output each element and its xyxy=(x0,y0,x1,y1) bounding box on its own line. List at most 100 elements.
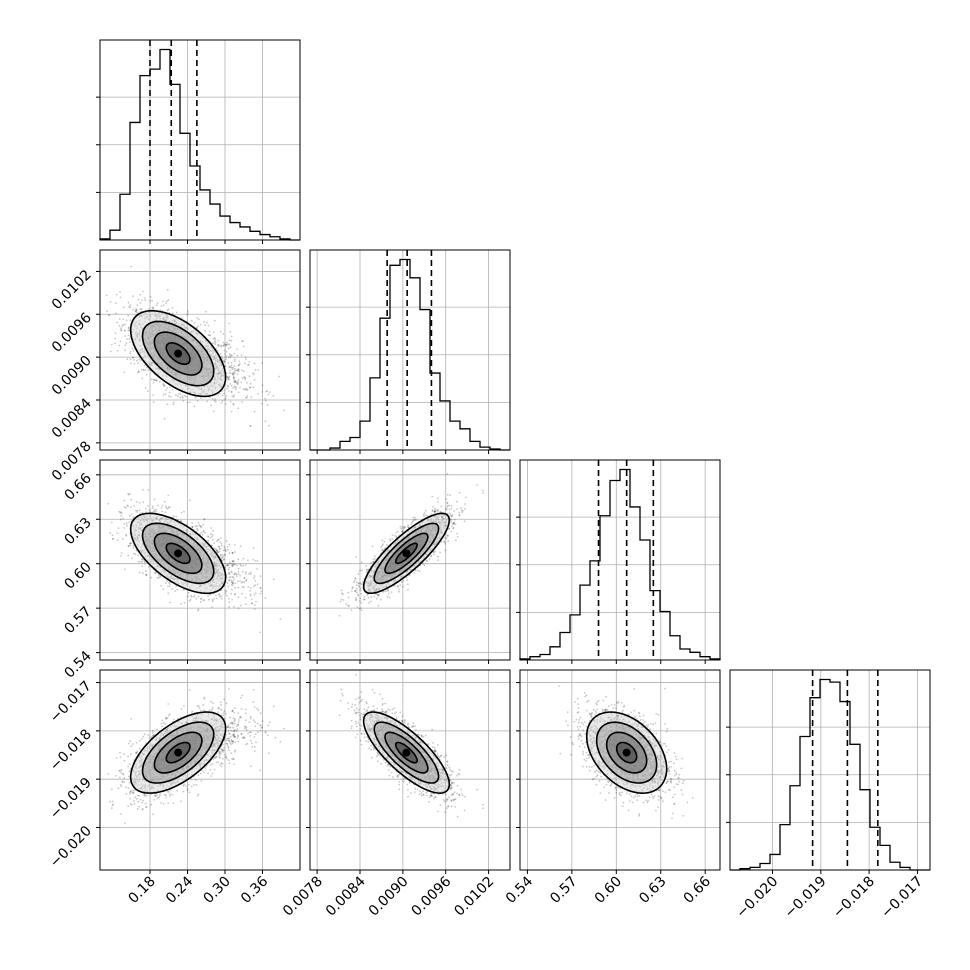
sample-point xyxy=(230,335,233,338)
sample-point xyxy=(227,597,230,600)
sample-point xyxy=(182,399,185,402)
sample-point xyxy=(255,600,257,603)
sample-point xyxy=(114,337,117,340)
sample-point xyxy=(261,384,264,387)
sample-point xyxy=(253,604,256,606)
sample-point xyxy=(143,364,146,367)
sample-point xyxy=(245,381,248,384)
sample-point xyxy=(141,572,144,575)
sample-point xyxy=(210,404,213,407)
sample-point xyxy=(186,401,189,404)
sample-point xyxy=(156,576,159,579)
sample-point xyxy=(239,545,242,548)
sample-point xyxy=(211,600,214,603)
sample-point xyxy=(123,523,126,525)
sample-point xyxy=(140,308,143,311)
sample-point xyxy=(227,572,230,575)
sample-point xyxy=(237,596,240,599)
sample-point xyxy=(217,344,219,347)
sample-point xyxy=(160,584,163,587)
sample-point xyxy=(105,294,108,297)
sample-point xyxy=(244,596,247,599)
sample-point xyxy=(164,393,167,396)
sample-point xyxy=(131,347,134,350)
sample-point xyxy=(136,511,139,513)
sample-point xyxy=(188,499,191,502)
sample-point xyxy=(149,299,152,302)
sample-point xyxy=(162,304,165,307)
sample-point xyxy=(249,571,252,574)
sample-point xyxy=(145,373,148,376)
sample-point xyxy=(228,566,231,569)
sample-point xyxy=(359,589,361,592)
sample-point xyxy=(219,541,222,544)
sample-point xyxy=(239,563,242,566)
sample-point xyxy=(167,585,169,588)
sample-point xyxy=(202,524,205,526)
sample-point xyxy=(171,389,174,391)
sample-point xyxy=(256,560,259,562)
sample-point xyxy=(381,539,384,542)
sample-point xyxy=(228,343,231,346)
sample-point xyxy=(147,488,150,491)
sample-point xyxy=(133,505,136,507)
sample-point xyxy=(215,594,217,597)
sample-point xyxy=(245,571,247,573)
sample-point xyxy=(230,410,233,413)
sample-point xyxy=(159,309,162,311)
sample-point xyxy=(249,425,252,427)
sample-point xyxy=(122,538,124,540)
sample-point xyxy=(127,334,130,337)
sample-point xyxy=(244,564,247,567)
sample-point xyxy=(242,345,245,348)
sample-point xyxy=(189,401,192,404)
sample-point xyxy=(407,588,409,591)
sample-point xyxy=(128,341,131,344)
sample-point xyxy=(129,306,132,309)
sample-point xyxy=(250,602,253,605)
sample-point xyxy=(132,295,134,298)
sample-point xyxy=(225,351,228,353)
sample-point xyxy=(454,523,457,526)
sample-point xyxy=(481,489,484,492)
sample-point xyxy=(224,343,226,345)
sample-point xyxy=(190,594,192,597)
sample-point xyxy=(261,391,264,393)
sample-point xyxy=(247,559,249,562)
sample-point xyxy=(120,329,123,332)
sample-point xyxy=(230,588,233,591)
sample-point xyxy=(147,504,150,507)
sample-point xyxy=(234,386,237,388)
sample-point xyxy=(253,575,256,577)
sample-point xyxy=(152,378,155,381)
sample-point xyxy=(119,296,122,299)
sample-point xyxy=(253,585,255,588)
sample-point xyxy=(211,534,214,536)
sample-point xyxy=(210,533,212,536)
sample-point xyxy=(241,570,244,573)
sample-point xyxy=(125,342,128,344)
density-peak xyxy=(174,549,183,558)
sample-point xyxy=(145,366,148,369)
sample-point xyxy=(240,369,243,372)
sample-point xyxy=(197,521,200,524)
sample-point xyxy=(249,586,252,589)
sample-point xyxy=(222,549,225,552)
sample-point xyxy=(259,631,262,634)
sample-point xyxy=(234,572,237,575)
sample-point xyxy=(228,365,231,368)
sample-point xyxy=(204,324,206,326)
sample-point xyxy=(142,501,145,504)
sample-point xyxy=(233,367,236,370)
sample-point xyxy=(359,569,361,572)
sample-point xyxy=(153,498,156,501)
sample-point xyxy=(208,598,210,601)
sample-point xyxy=(118,510,121,513)
sample-point xyxy=(260,590,263,593)
sample-point xyxy=(203,320,205,323)
sample-point xyxy=(190,319,193,322)
sample-point xyxy=(230,364,233,367)
sample-point xyxy=(221,357,224,359)
sample-point xyxy=(244,603,247,606)
sample-point xyxy=(139,308,142,310)
